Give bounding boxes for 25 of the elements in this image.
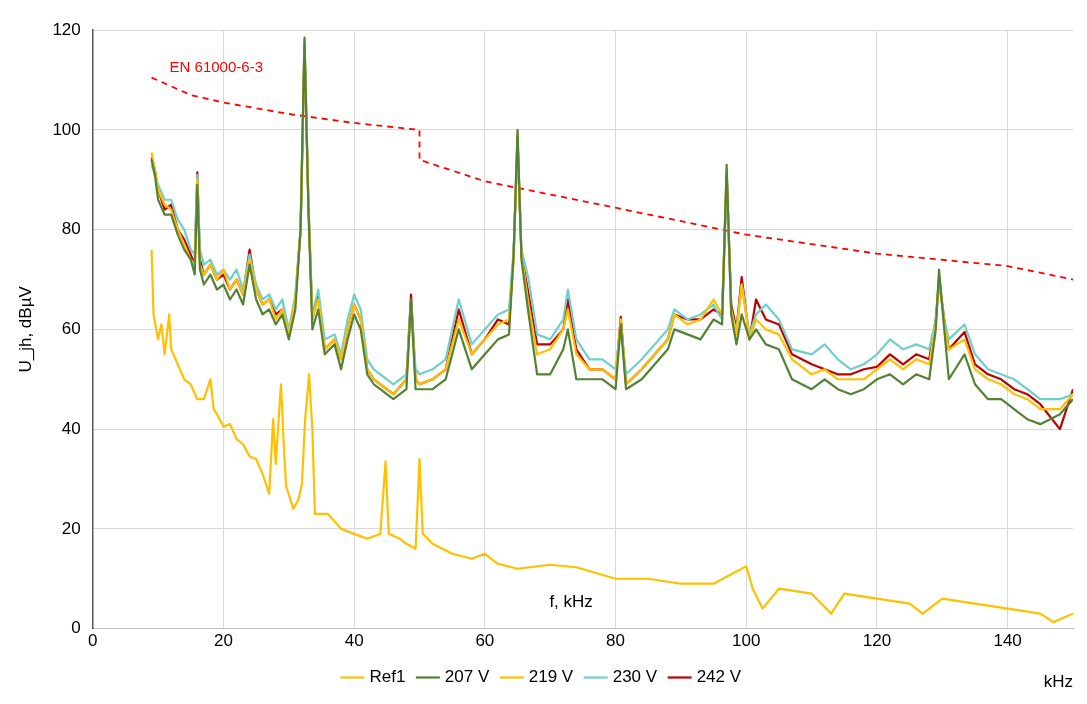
- legend-label: 230 V: [612, 667, 658, 687]
- legend-label: 219 V: [528, 667, 574, 687]
- x-tick-label: 140: [993, 631, 1022, 651]
- y-tick-label: 40: [61, 418, 81, 438]
- x-tick-label: 100: [732, 631, 761, 651]
- y-tick-label: 120: [52, 19, 81, 39]
- legend-label: 207 V: [444, 667, 490, 687]
- y-tick-label: 0: [71, 618, 81, 638]
- y-tick-label: 80: [61, 219, 81, 239]
- x-tick-label: 120: [862, 631, 892, 651]
- x-tick-label: 20: [214, 631, 233, 651]
- x-tick-label: 0: [88, 631, 98, 651]
- legend-label: Ref1: [369, 667, 406, 687]
- x-tick-label: 80: [606, 631, 626, 651]
- x-axis-title: f, kHz: [549, 592, 593, 612]
- y-tick-label: 100: [52, 119, 81, 139]
- y-tick-label: 20: [61, 518, 81, 538]
- y-tick-label: 60: [61, 319, 81, 339]
- series-label: EN 61000-6-3: [169, 58, 263, 76]
- text: kHz: [1043, 671, 1073, 691]
- x-tick-label: 60: [475, 631, 495, 651]
- y-axis-title: U_jh, dBµV: [15, 285, 35, 373]
- line-series: [150, 76, 1073, 281]
- x-tick-label: 40: [344, 631, 364, 651]
- legend-label: 242 V: [696, 667, 742, 687]
